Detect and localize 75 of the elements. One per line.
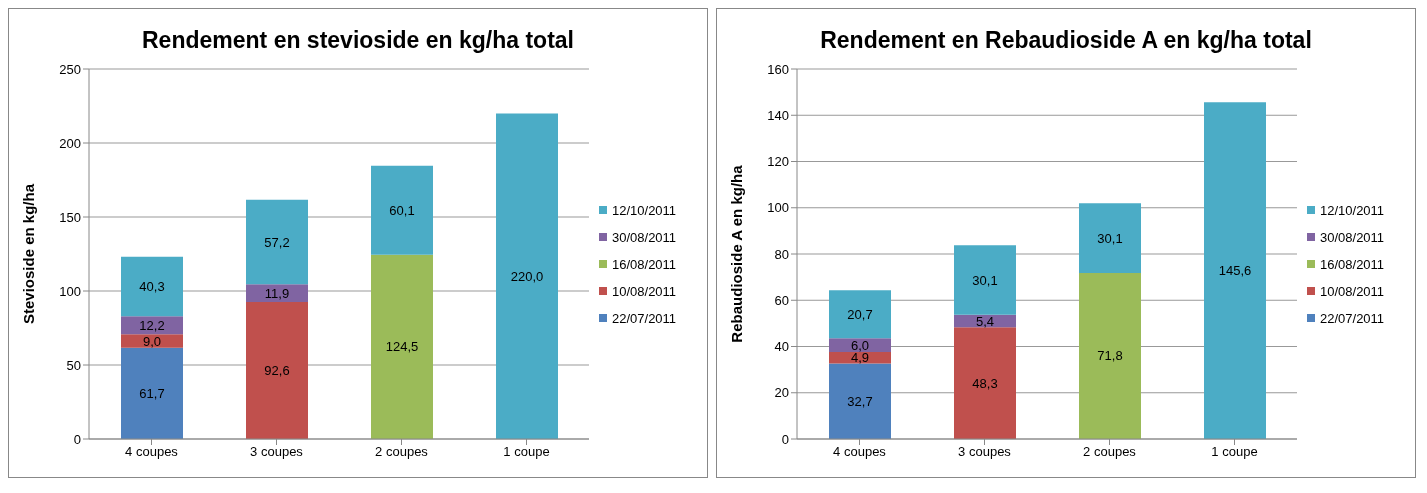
y-tick-label: 60 <box>774 292 789 308</box>
chart-title: Rendement en Rebaudioside A en kg/ha total <box>819 27 1313 54</box>
y-tick-label: 0 <box>781 431 789 447</box>
data-label: 71,8 <box>1097 348 1123 364</box>
legend-label: 12/10/2011 <box>1320 202 1385 218</box>
bar <box>1079 272 1141 439</box>
y-axis-title: Stevioside en kg/ha <box>20 183 38 325</box>
data-label: 12,2 <box>139 317 165 333</box>
legend-label: 22/07/2011 <box>1320 310 1385 326</box>
x-tick-label: 4 coupes <box>833 444 887 460</box>
data-label: 145,6 <box>1218 263 1252 279</box>
bar <box>121 347 183 439</box>
x-tick-label: 4 coupes <box>125 444 179 460</box>
data-label: 40,3 <box>139 278 165 294</box>
bar <box>954 327 1016 439</box>
x-tick-label: 1 coupe <box>1211 444 1258 460</box>
y-tick-label: 50 <box>66 357 81 373</box>
chart-title: Rendement en stevioside en kg/ha total <box>141 27 575 54</box>
data-label: 57,2 <box>264 234 290 250</box>
legend-label: 30/08/2011 <box>1320 229 1385 245</box>
legend-label: 16/08/2011 <box>612 256 677 272</box>
y-tick-label: 80 <box>774 246 789 262</box>
bar <box>371 165 433 255</box>
legend-label: 10/08/2011 <box>1320 283 1385 299</box>
y-tick-label: 250 <box>59 61 81 77</box>
data-label: 30,1 <box>972 272 998 288</box>
y-tick-label: 150 <box>59 209 81 225</box>
bar <box>246 199 308 285</box>
legend-label: 30/08/2011 <box>612 229 677 245</box>
data-label: 92,6 <box>264 362 290 378</box>
legend-label: 22/07/2011 <box>612 310 677 326</box>
data-label: 61,7 <box>139 385 165 401</box>
y-tick-label: 140 <box>767 107 789 123</box>
bar <box>121 316 183 335</box>
data-label: 6,0 <box>850 337 870 353</box>
bar <box>954 245 1016 315</box>
y-tick-label: 20 <box>774 385 789 401</box>
bar <box>829 290 891 339</box>
bar <box>829 363 891 439</box>
legend-label: 16/08/2011 <box>1320 256 1385 272</box>
x-tick-label: 1 coupe <box>503 444 550 460</box>
data-label: 11,9 <box>264 285 290 301</box>
data-label: 220,0 <box>510 268 544 284</box>
y-tick-label: 100 <box>59 283 81 299</box>
bar <box>1204 102 1266 439</box>
bar <box>246 284 308 302</box>
legend-label: 12/10/2011 <box>612 202 677 218</box>
data-label: 30,1 <box>1097 230 1123 246</box>
bar <box>829 338 891 353</box>
y-tick-label: 0 <box>73 431 81 447</box>
y-tick-label: 100 <box>767 200 789 216</box>
data-label: 9,0 <box>142 333 162 349</box>
data-label: 4,9 <box>850 350 870 366</box>
y-tick-label: 200 <box>59 135 81 151</box>
data-label: 32,7 <box>847 393 873 409</box>
x-tick-label: 2 coupes <box>375 444 429 460</box>
bar <box>496 113 558 439</box>
y-tick-label: 120 <box>767 154 789 170</box>
x-tick-label: 3 coupes <box>250 444 304 460</box>
x-tick-label: 2 coupes <box>1083 444 1137 460</box>
y-tick-label: 160 <box>767 61 789 77</box>
bar <box>371 254 433 439</box>
bar <box>246 301 308 439</box>
data-label: 48,3 <box>972 375 998 391</box>
bar <box>1079 203 1141 273</box>
data-label: 60,1 <box>389 202 415 218</box>
x-tick-label: 3 coupes <box>958 444 1012 460</box>
data-label: 5,4 <box>975 313 995 329</box>
bar <box>121 334 183 348</box>
bar <box>121 256 183 317</box>
data-label: 124,5 <box>385 339 419 355</box>
data-label: 20,7 <box>847 306 873 322</box>
legend-label: 10/08/2011 <box>612 283 677 299</box>
y-tick-label: 40 <box>774 339 789 355</box>
y-axis-title: Rebaudioside A en kg/ha <box>728 164 746 343</box>
